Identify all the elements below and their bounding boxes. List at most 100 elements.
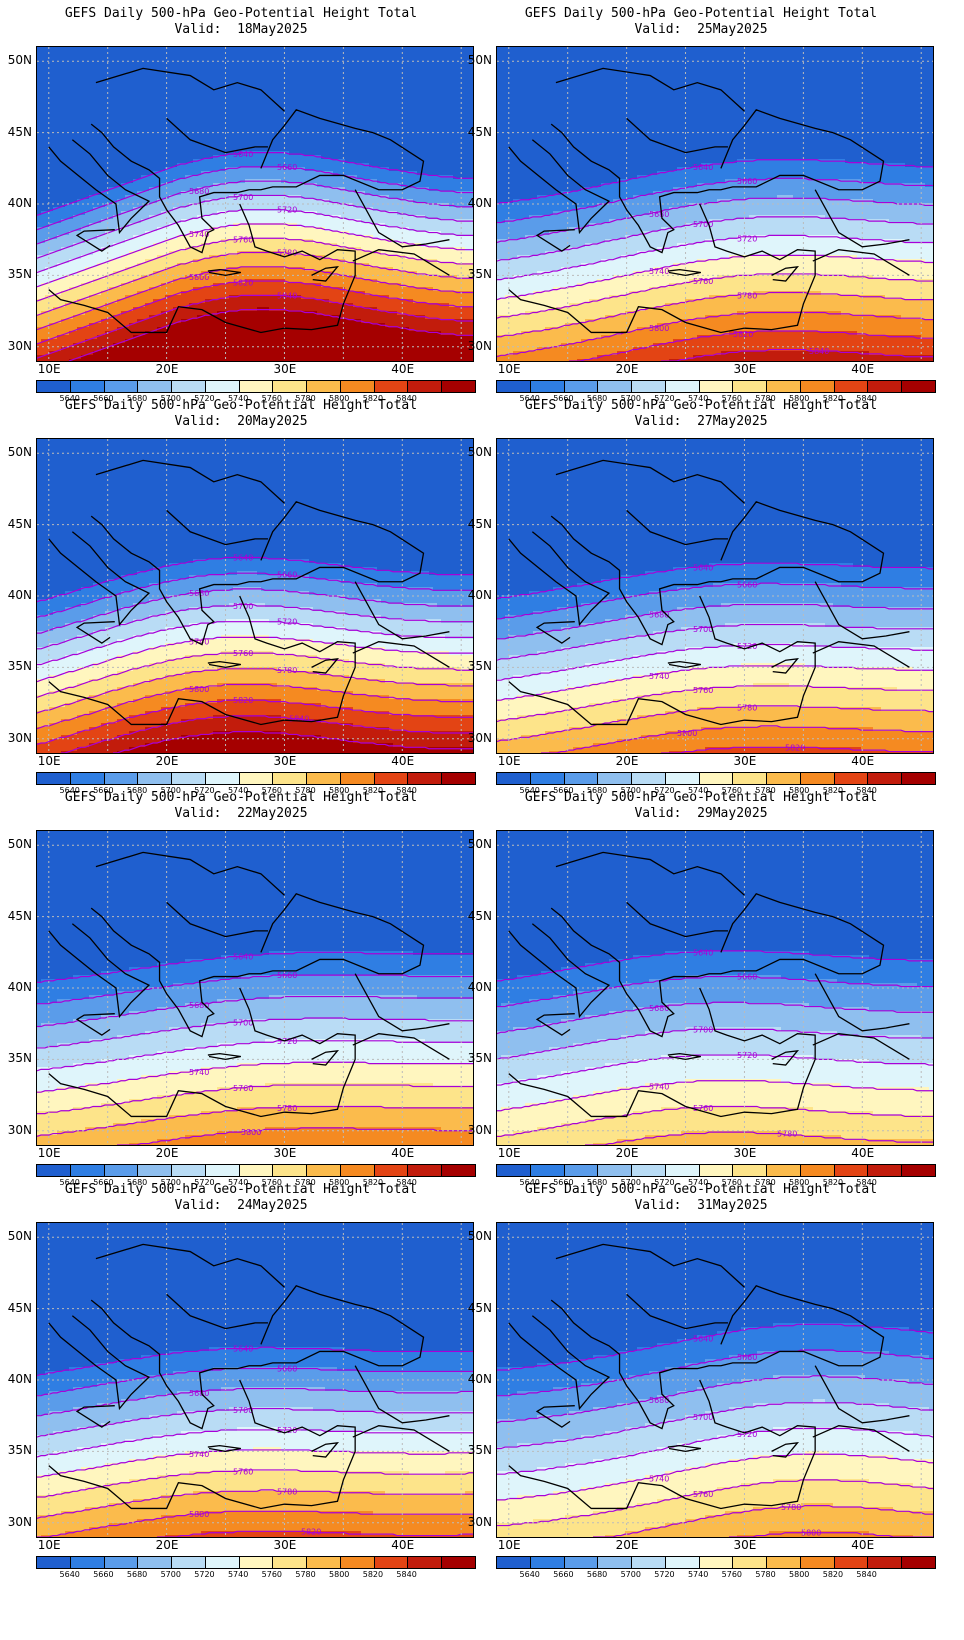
- contour-label: 5680: [189, 1389, 209, 1398]
- map-panel-18May2025: GEFS Daily 500-hPa Geo-Potential Height …: [0, 0, 482, 410]
- lat-label: 30N: [462, 339, 492, 353]
- colorbar-swatch: [206, 773, 240, 784]
- colorbar-swatch: [666, 1165, 700, 1176]
- contour-label: 5740: [649, 672, 669, 681]
- height-map: 5640 5660 5680 5700 5720 5740 5760 5780 5800: [496, 1222, 934, 1538]
- lon-label: 30E: [273, 1146, 296, 1160]
- lat-label: 45N: [462, 1301, 492, 1315]
- lat-label: 50N: [462, 837, 492, 851]
- contour-label: 5760: [233, 236, 253, 245]
- panel-title: GEFS Daily 500-hPa Geo-Potential Height …: [0, 398, 482, 414]
- contour-label: 5680: [649, 1396, 669, 1405]
- panel-valid-date: Valid: 25May2025: [460, 22, 942, 38]
- contour-label: 5760: [693, 686, 713, 695]
- colorbar-label: 5700: [161, 1570, 181, 1579]
- colorbar-swatch: [801, 1557, 835, 1568]
- lon-label: 30E: [273, 362, 296, 376]
- lat-label: 35N: [462, 1443, 492, 1457]
- colorbar-swatch: [273, 773, 307, 784]
- contour-label: 5660: [737, 1353, 757, 1362]
- contour-label: 5800: [241, 1128, 261, 1137]
- colorbar-label: 5780: [295, 1570, 315, 1579]
- panel-title: GEFS Daily 500-hPa Geo-Potential Height …: [460, 398, 942, 414]
- colorbar-label: 5720: [654, 1570, 674, 1579]
- contour-label: 5820: [785, 743, 805, 752]
- colorbar-label: 5840: [856, 1570, 876, 1579]
- colorbar-swatch: [341, 1557, 375, 1568]
- contour-label: 5740: [189, 1068, 209, 1077]
- colorbar-swatch: [767, 1557, 801, 1568]
- lat-label: 30N: [2, 1515, 32, 1529]
- lon-label: 30E: [733, 754, 756, 768]
- panel-valid-date: Valid: 22May2025: [0, 806, 482, 822]
- colorbar-label: 5680: [127, 1570, 147, 1579]
- colorbar-swatch: [868, 773, 902, 784]
- contour-label: 5800: [189, 273, 209, 282]
- colorbar-swatch: [565, 1557, 599, 1568]
- colorbar-swatch: [801, 773, 835, 784]
- contour-label: 5820: [233, 279, 253, 288]
- colorbar-swatch: [902, 381, 935, 392]
- contour-label: 5640: [233, 1345, 253, 1354]
- contour-label: 5700: [233, 1018, 253, 1027]
- contour-label: 5680: [649, 1004, 669, 1013]
- lat-label: 45N: [462, 909, 492, 923]
- colorbar-label: 5740: [228, 1570, 248, 1579]
- height-map: 5640 5660 5680 5700 5720 5740 5760 5780 5800 5820: [36, 1222, 474, 1538]
- lat-label: 40N: [462, 196, 492, 210]
- colorbar-swatch: [307, 773, 341, 784]
- lon-label: 20E: [616, 362, 639, 376]
- lat-label: 45N: [462, 517, 492, 531]
- contour-label: 5700: [693, 1025, 713, 1034]
- lon-label: 40E: [391, 1538, 414, 1552]
- contour-label: 5760: [233, 649, 253, 658]
- height-map: 5640 5660 5680 5700 5720 5740 5760 5780 5800 5820…: [36, 46, 474, 362]
- colorbar-swatch: [767, 1165, 801, 1176]
- colorbar-swatch: [138, 1165, 172, 1176]
- colorbar: [36, 1556, 476, 1569]
- contour-label: 5740: [649, 1474, 669, 1483]
- lat-label: 45N: [2, 1301, 32, 1315]
- contour-label: 5680: [649, 210, 669, 219]
- colorbar-swatch: [632, 773, 666, 784]
- colorbar-swatch: [700, 381, 734, 392]
- colorbar-swatch: [240, 1165, 274, 1176]
- colorbar-swatch: [868, 381, 902, 392]
- contour-label: 5640: [233, 553, 253, 562]
- height-map: 5640 5660 5680 5700 5720 5740 5760 5780: [496, 830, 934, 1146]
- colorbar-swatch: [341, 773, 375, 784]
- colorbar-label: 5700: [621, 1570, 641, 1579]
- colorbar-swatch: [408, 1165, 442, 1176]
- lon-label: 20E: [156, 1538, 179, 1552]
- contour-label: 5700: [233, 193, 253, 202]
- contour-label: 5640: [233, 150, 253, 159]
- colorbar-label: 5640: [520, 1570, 540, 1579]
- colorbar-label: 5720: [194, 1570, 214, 1579]
- colorbar-swatch: [733, 1557, 767, 1568]
- lon-label: 40E: [851, 362, 874, 376]
- lon-label: 40E: [391, 754, 414, 768]
- panel-title: GEFS Daily 500-hPa Geo-Potential Height …: [0, 1182, 482, 1198]
- colorbar-swatch: [273, 1165, 307, 1176]
- colorbar-label: 5640: [60, 1570, 80, 1579]
- colorbar-label: 5820: [823, 1570, 843, 1579]
- lon-label: 10E: [498, 362, 521, 376]
- colorbar-label: 5800: [329, 1570, 349, 1579]
- contour-label: 5800: [189, 685, 209, 694]
- colorbar-swatch: [902, 1165, 935, 1176]
- colorbar-swatch: [700, 1165, 734, 1176]
- panel-title: GEFS Daily 500-hPa Geo-Potential Height …: [0, 6, 482, 22]
- colorbar-swatch: [632, 1557, 666, 1568]
- colorbar-swatch: [273, 1557, 307, 1568]
- contour-label: 5640: [233, 953, 253, 962]
- lat-label: 45N: [2, 517, 32, 531]
- lon-label: 30E: [273, 1538, 296, 1552]
- colorbar-swatch: [138, 773, 172, 784]
- lat-label: 50N: [462, 53, 492, 67]
- lat-label: 50N: [462, 445, 492, 459]
- contour-label: 5840: [809, 347, 829, 356]
- lat-label: 40N: [2, 980, 32, 994]
- contour-label: 5760: [233, 1084, 253, 1093]
- colorbar-label: 5660: [553, 1570, 573, 1579]
- lon-label: 20E: [616, 1146, 639, 1160]
